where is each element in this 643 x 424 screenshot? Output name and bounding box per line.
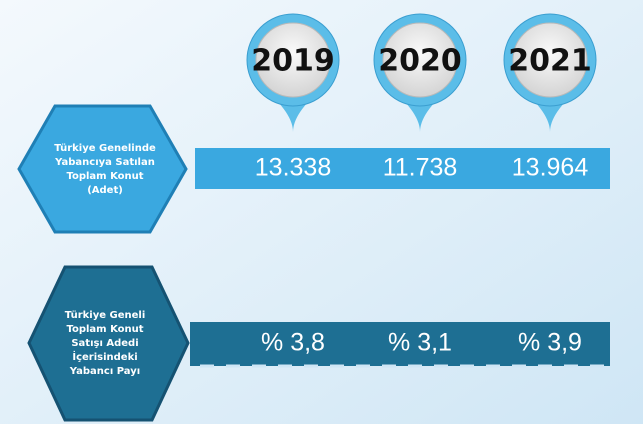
- pin-face: [382, 22, 458, 98]
- row-label: Satışı Adedi: [71, 338, 138, 349]
- row-label: (Adet): [87, 185, 123, 196]
- value: % 3,8: [261, 329, 325, 357]
- pin-face: [255, 22, 331, 98]
- row-label: Türkiye Geneli: [65, 310, 146, 321]
- value: 13.338: [255, 154, 331, 182]
- value: 13.964: [512, 154, 589, 182]
- hexagon: [17, 104, 188, 234]
- hexagon: [27, 265, 190, 422]
- row-label: Yabancı Payı: [69, 366, 140, 377]
- value: 11.738: [383, 154, 458, 182]
- value: % 3,1: [388, 329, 452, 357]
- band: [190, 322, 610, 366]
- year: 2020: [378, 44, 462, 79]
- row-label: Yabancıya Satılan: [54, 157, 155, 168]
- pin-face: [512, 22, 588, 98]
- year: 2019: [251, 44, 335, 79]
- year: 2021: [508, 44, 592, 79]
- band: [195, 148, 610, 189]
- row-label: İçerisindeki: [72, 349, 137, 363]
- row-label: Türkiye Genelinde: [54, 143, 156, 154]
- value: % 3,9: [518, 329, 582, 357]
- row-label: Toplam Konut: [66, 324, 143, 335]
- row-label: Toplam Konut: [66, 171, 143, 182]
